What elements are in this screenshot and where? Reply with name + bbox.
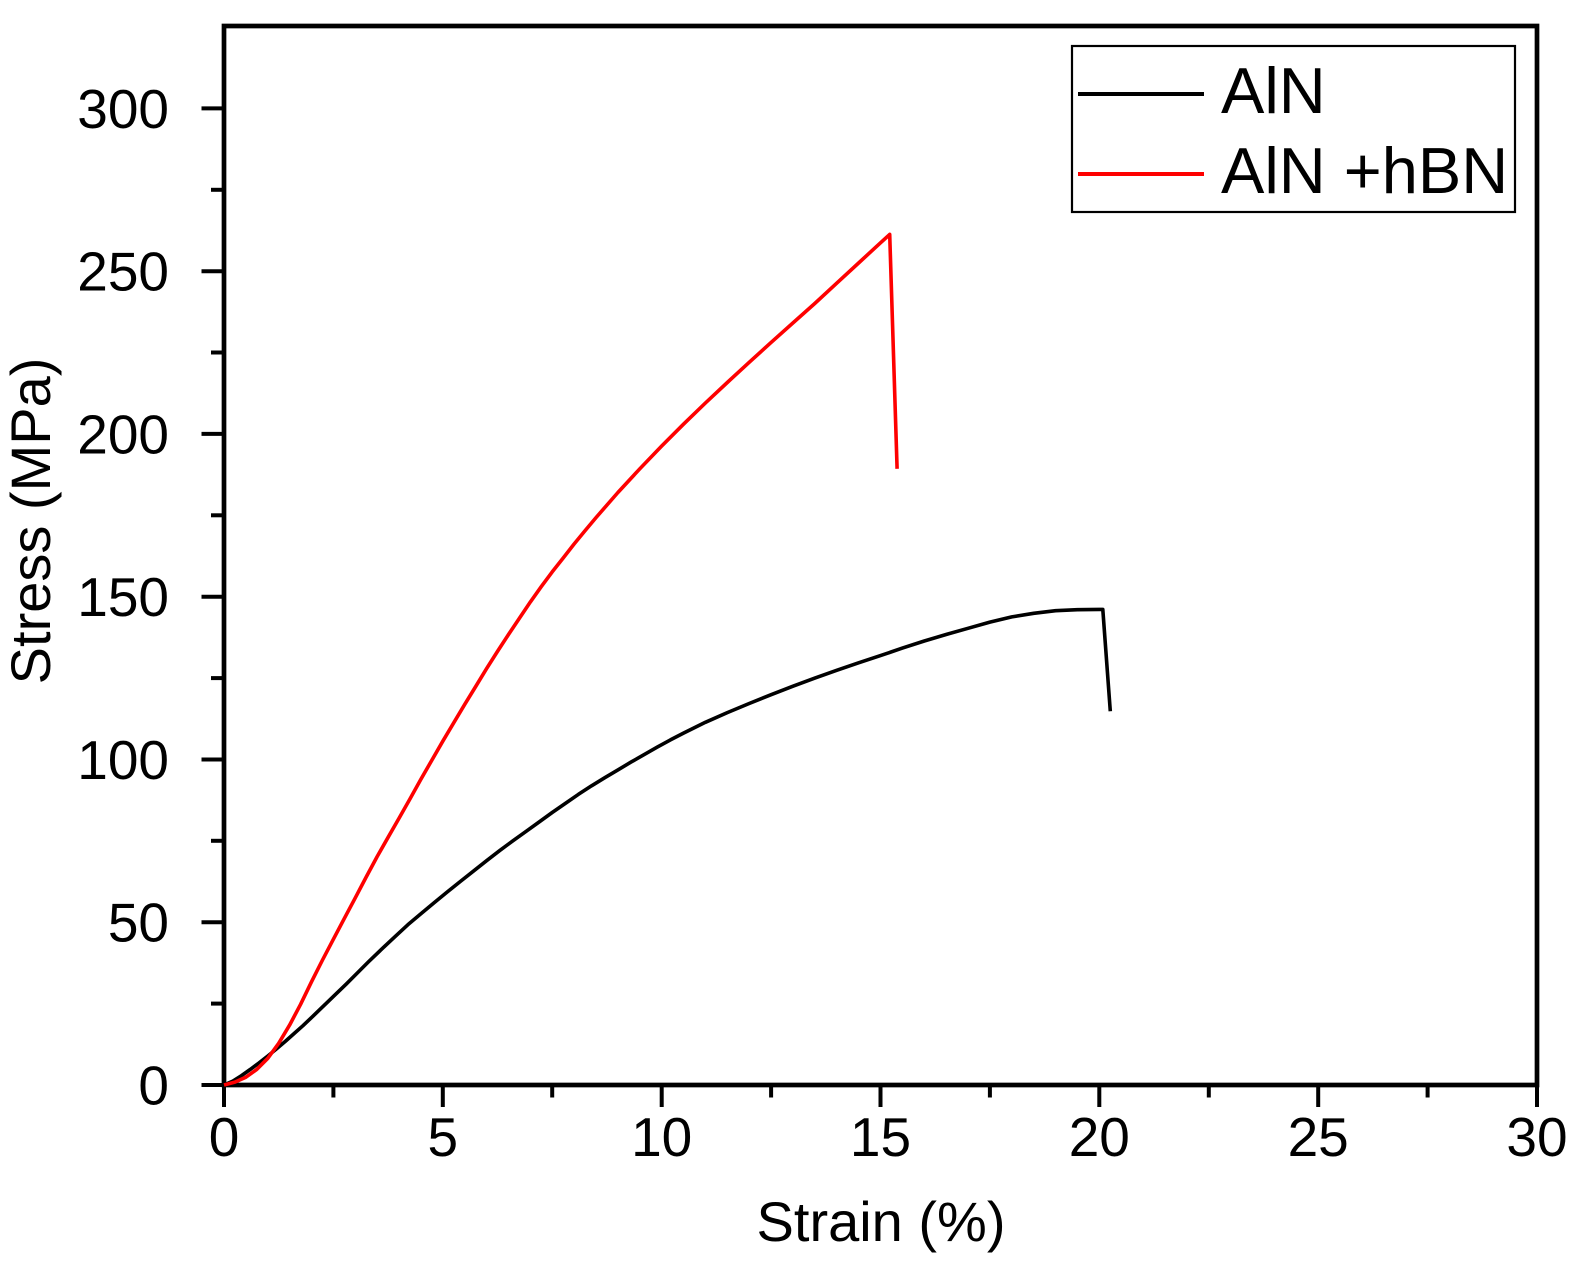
svg-text:AlN: AlN [1221,54,1326,127]
svg-text:0: 0 [209,1106,240,1168]
svg-text:10: 10 [631,1106,692,1168]
svg-text:Strain (%): Strain (%) [757,1190,1006,1253]
svg-text:0: 0 [138,1055,169,1117]
svg-text:25: 25 [1288,1106,1349,1168]
svg-text:250: 250 [77,241,169,303]
svg-text:AlN +hBN: AlN +hBN [1221,134,1508,207]
svg-text:20: 20 [1069,1106,1130,1168]
svg-text:30: 30 [1506,1106,1567,1168]
svg-text:50: 50 [108,892,169,954]
svg-text:5: 5 [428,1106,459,1168]
svg-text:Stress (MPa): Stress (MPa) [0,358,62,685]
svg-text:300: 300 [77,78,169,140]
svg-text:100: 100 [77,729,169,791]
svg-text:150: 150 [77,566,169,628]
svg-text:200: 200 [77,403,169,465]
svg-text:15: 15 [850,1106,911,1168]
